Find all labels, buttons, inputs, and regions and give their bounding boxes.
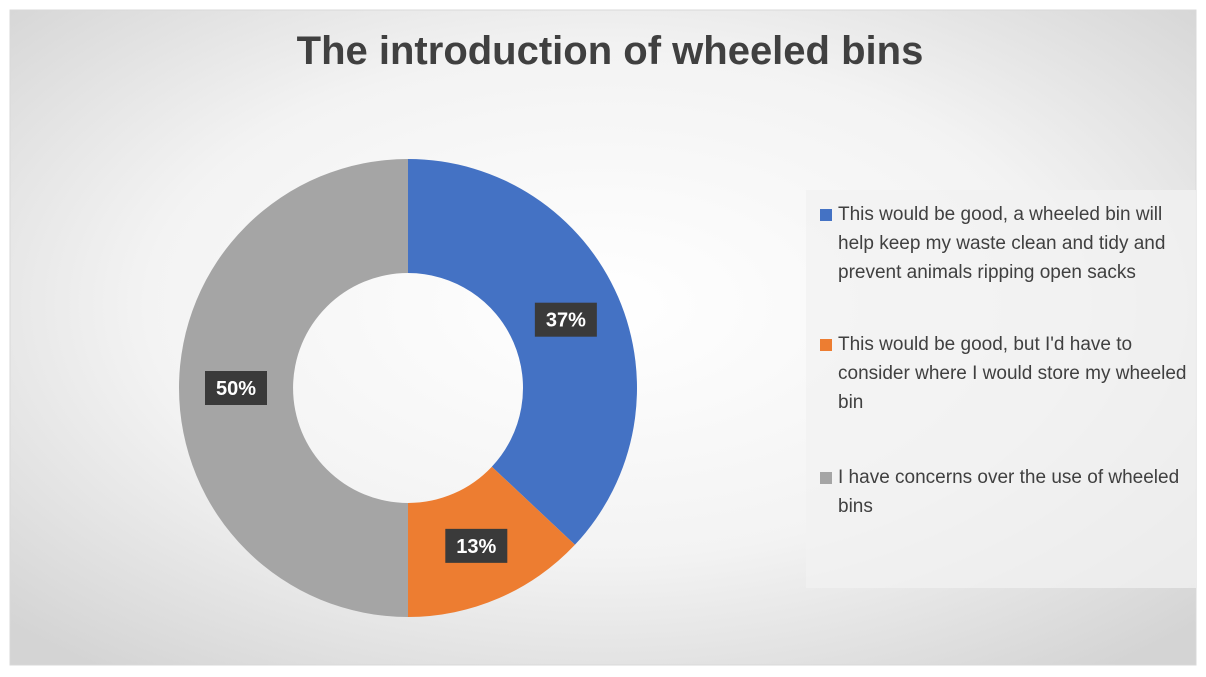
donut-slice: [179, 159, 408, 617]
legend-swatch: [820, 339, 832, 351]
data-label: 50%: [216, 378, 256, 400]
legend-swatch: [820, 472, 832, 484]
legend-box: [806, 190, 1196, 588]
data-label-box: [205, 371, 267, 405]
data-label: 13%: [456, 536, 496, 558]
chart-title: The introduction of wheeled bins: [297, 29, 924, 73]
legend-label: This would be good, but I'd have to cons…: [838, 334, 1187, 413]
legend-label: I have concerns over the use of wheeled …: [838, 467, 1180, 517]
legend-label: This would be good, a wheeled bin will h…: [838, 204, 1166, 283]
donut-slice: [408, 159, 638, 545]
data-label: 37%: [546, 310, 586, 332]
data-label-box: [534, 302, 597, 337]
legend-swatch: [820, 209, 832, 221]
data-label-box: [445, 528, 508, 563]
